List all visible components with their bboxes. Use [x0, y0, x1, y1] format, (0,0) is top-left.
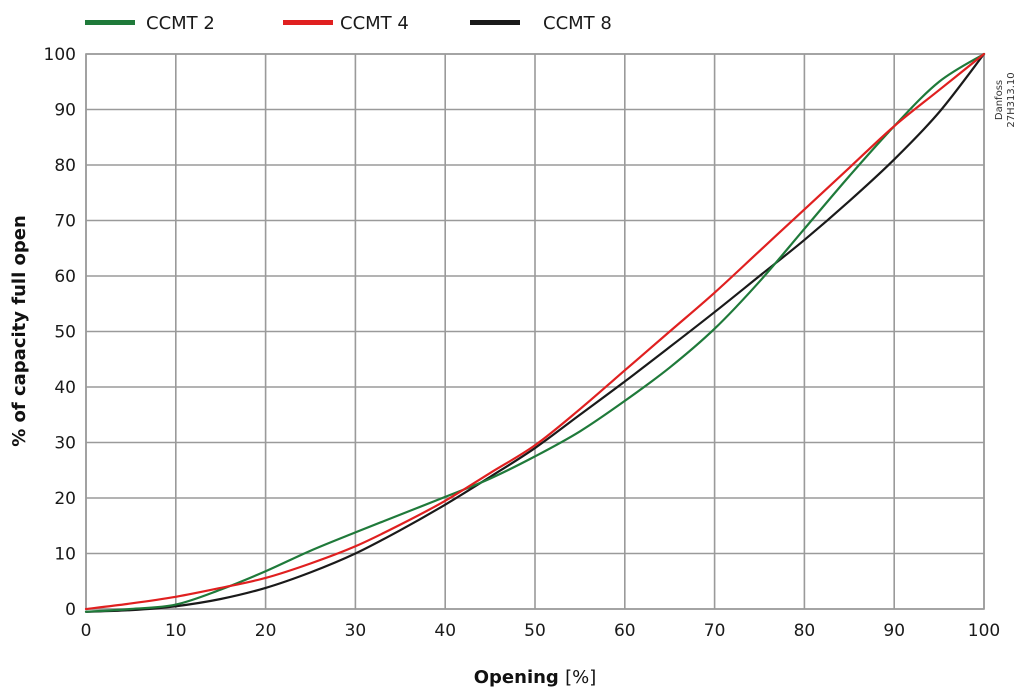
x-tick-label: 70	[704, 621, 726, 641]
y-axis-label: % of capacity full open	[9, 215, 30, 447]
x-tick-label: 60	[614, 621, 636, 641]
x-tick-label: 90	[883, 621, 905, 641]
legend-label: CCMT 2	[146, 13, 215, 34]
x-tick-label: 40	[434, 621, 456, 641]
y-tick-label: 30	[54, 434, 76, 454]
x-tick-label: 20	[255, 621, 277, 641]
x-tick-label: 50	[524, 621, 546, 641]
y-tick-label: 50	[54, 323, 76, 343]
tick-labels: 0 10 20 30 40 50 60 70 80 90 100 0 10 20 30 40 50 60 70 80 9…	[44, 45, 1001, 641]
y-tick-label: 40	[54, 378, 76, 398]
legend-swatch	[85, 20, 135, 25]
series-line-ccmt-4	[84, 52, 986, 611]
y-tick-label: 60	[54, 267, 76, 287]
legend-swatch	[470, 20, 520, 25]
grid	[85, 53, 985, 610]
y-tick-label: 0	[65, 600, 76, 620]
y-tick-label: 20	[54, 489, 76, 509]
svg-text:27H313.10: 27H313.10	[1006, 72, 1017, 127]
y-tick-label: 100	[44, 45, 76, 65]
y-tick-label: 10	[54, 545, 76, 565]
x-tick-label: 0	[81, 621, 92, 641]
x-tick-label: 10	[165, 621, 187, 641]
danfoss-watermark: Danfoss 27H313.10	[994, 72, 1017, 127]
legend-swatch	[283, 20, 333, 25]
y-tick-label: 90	[54, 101, 76, 121]
y-tick-label: 70	[54, 212, 76, 232]
series-line-ccmt-8	[84, 52, 986, 613]
plot-frame	[85, 53, 985, 610]
series-line-ccmt-2	[84, 52, 986, 613]
legend: CCMT 2 CCMT 4 CCMT 8	[85, 13, 612, 34]
x-tick-label: 100	[968, 621, 1000, 641]
legend-label: CCMT 4	[340, 13, 409, 34]
svg-text:Danfoss: Danfoss	[994, 80, 1005, 120]
legend-label: CCMT 8	[543, 13, 612, 34]
x-axis-label: Opening [%]	[474, 667, 597, 688]
x-tick-label: 80	[794, 621, 816, 641]
y-tick-label: 80	[54, 156, 76, 176]
series-lines	[84, 52, 986, 613]
x-tick-label: 30	[345, 621, 367, 641]
